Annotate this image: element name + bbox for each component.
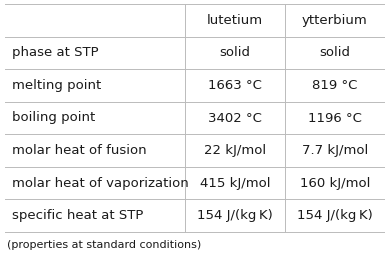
Text: molar heat of fusion: molar heat of fusion: [12, 144, 147, 157]
Text: specific heat at STP: specific heat at STP: [12, 209, 144, 222]
Text: 1196 °C: 1196 °C: [308, 111, 362, 124]
Text: 3402 °C: 3402 °C: [208, 111, 262, 124]
Text: 819 °C: 819 °C: [312, 79, 357, 92]
Text: 7.7 kJ/mol: 7.7 kJ/mol: [301, 144, 368, 157]
Text: 1663 °C: 1663 °C: [208, 79, 262, 92]
Text: 154 J/(kg K): 154 J/(kg K): [197, 209, 273, 222]
Text: molar heat of vaporization: molar heat of vaporization: [12, 177, 189, 190]
Text: phase at STP: phase at STP: [12, 46, 99, 59]
Text: 154 J/(kg K): 154 J/(kg K): [297, 209, 373, 222]
Text: melting point: melting point: [12, 79, 101, 92]
Text: solid: solid: [220, 46, 251, 59]
Text: ytterbium: ytterbium: [302, 14, 368, 27]
Text: 415 kJ/mol: 415 kJ/mol: [200, 177, 270, 190]
Text: lutetium: lutetium: [207, 14, 263, 27]
Text: (properties at standard conditions): (properties at standard conditions): [7, 240, 201, 250]
Text: boiling point: boiling point: [12, 111, 95, 124]
Text: 22 kJ/mol: 22 kJ/mol: [204, 144, 266, 157]
Text: 160 kJ/mol: 160 kJ/mol: [300, 177, 370, 190]
Text: solid: solid: [319, 46, 350, 59]
